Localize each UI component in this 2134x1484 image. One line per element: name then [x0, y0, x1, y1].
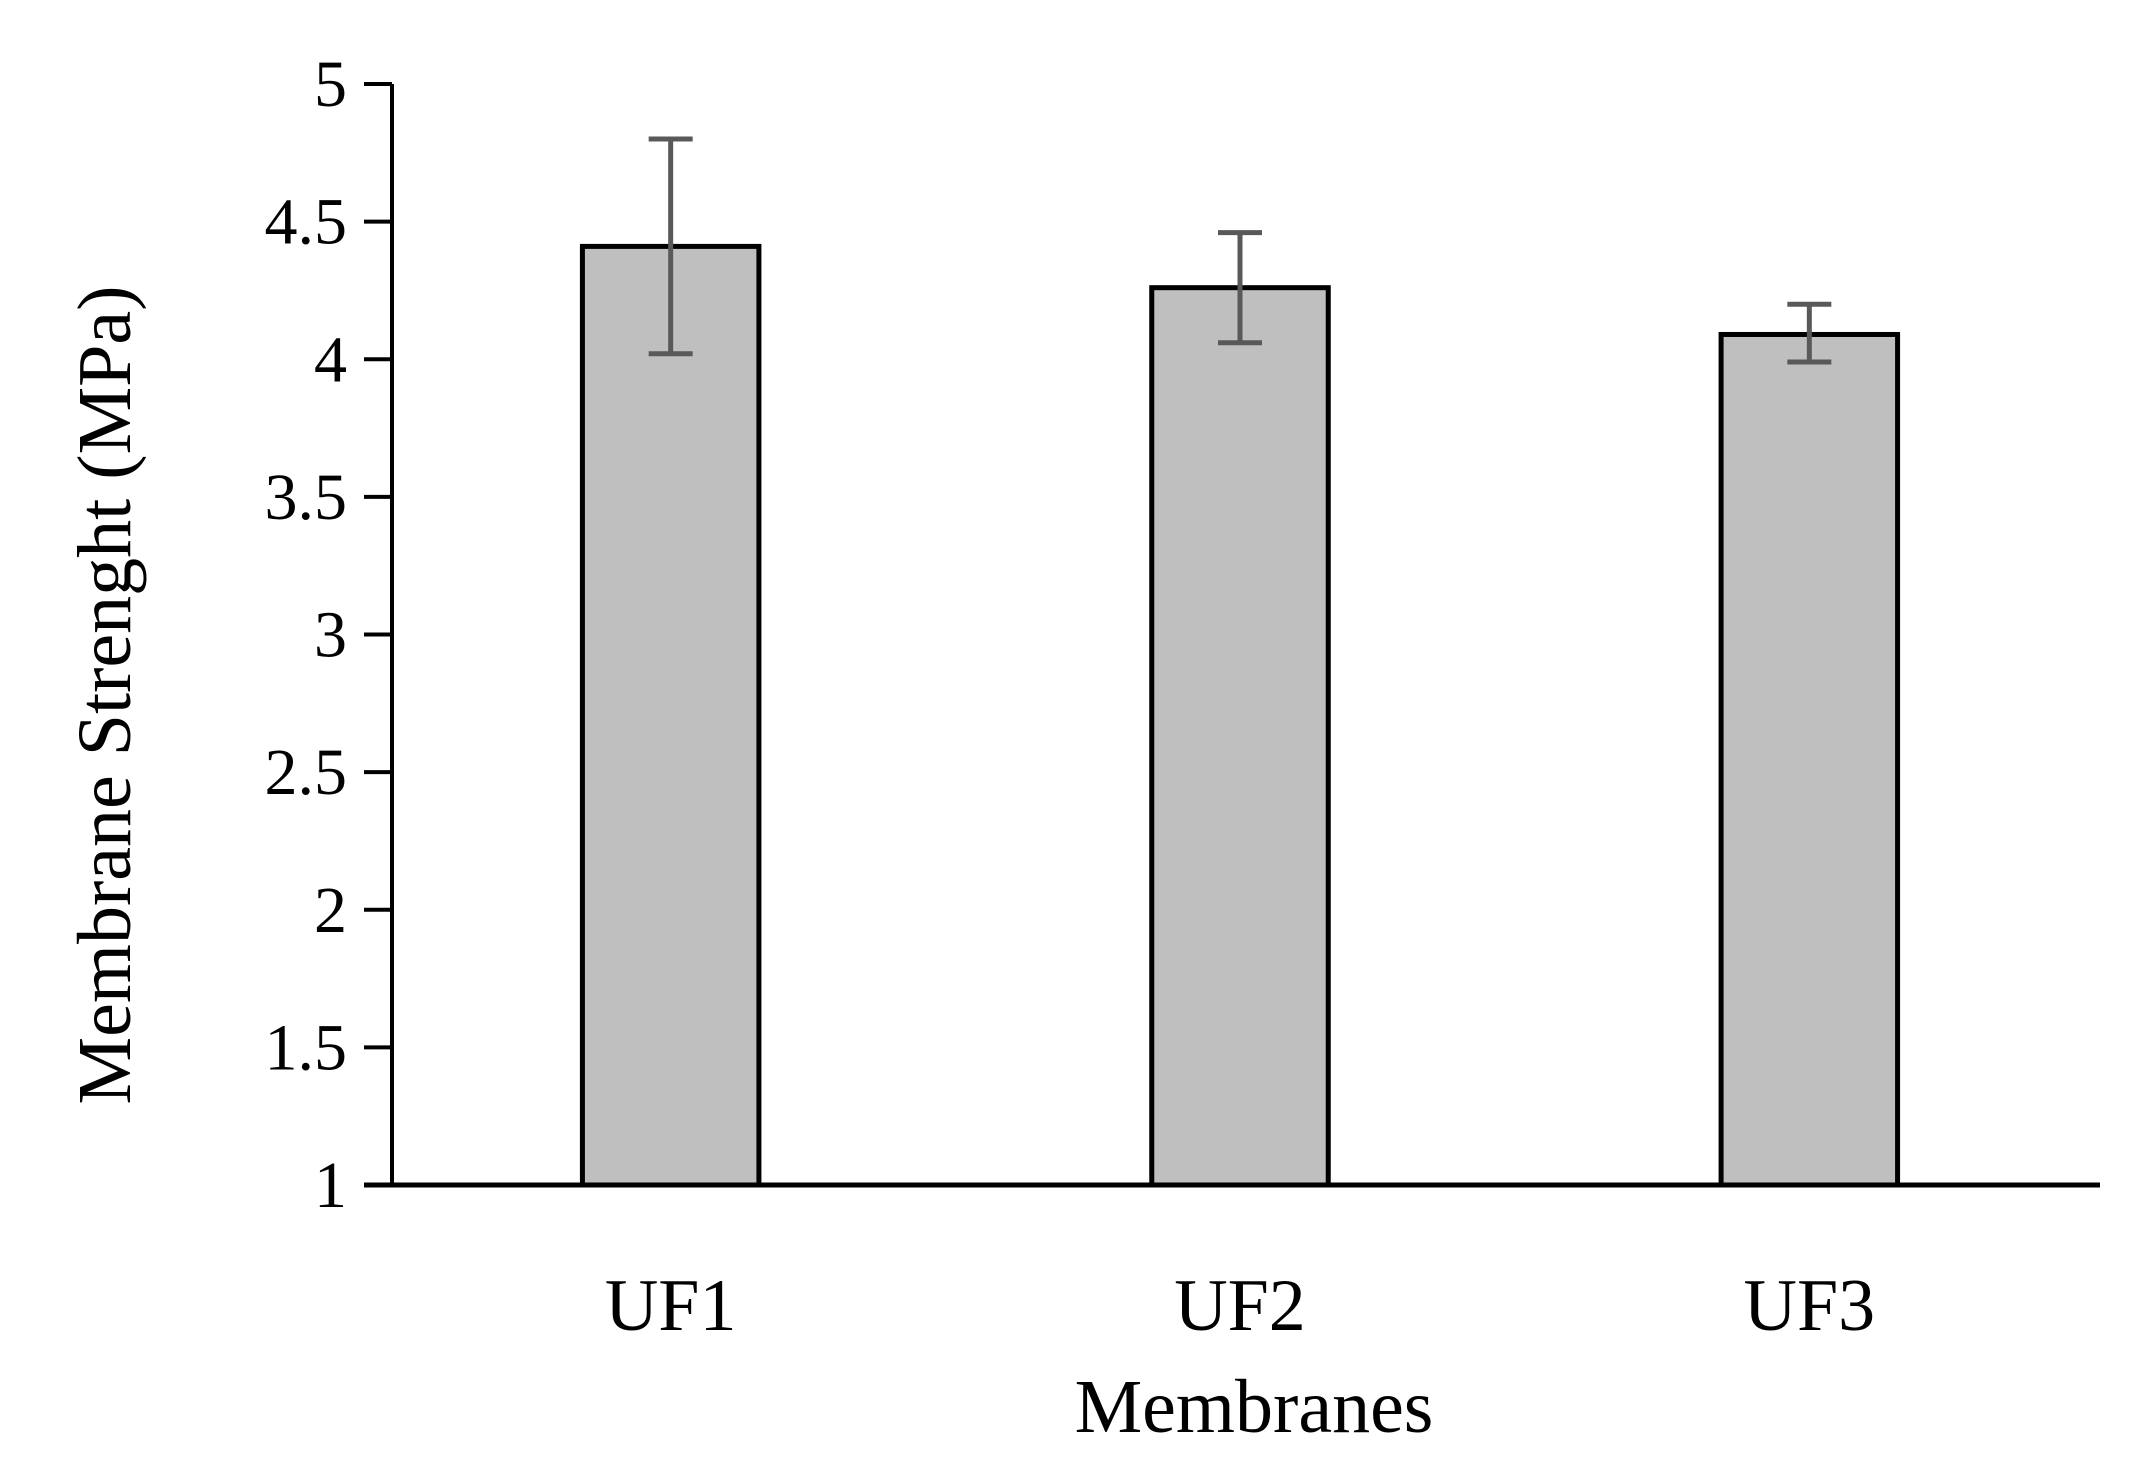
error-bars — [648, 136, 1832, 365]
y-tick-label: 4 — [314, 323, 347, 396]
x-axis: UF1 UF2 UF3 — [364, 1182, 2100, 1347]
x-tick-label: UF3 — [1744, 1265, 1876, 1347]
y-tick-label: 1.5 — [265, 1011, 348, 1084]
bar-uf2 — [1149, 285, 1331, 1188]
y-axis: 1 1.5 2 2.5 3 3.5 4 4.5 5 — [265, 48, 394, 1222]
x-axis-title: Membranes — [1075, 1365, 1434, 1449]
x-tick-label: UF1 — [605, 1265, 737, 1347]
x-tick-label: UF2 — [1174, 1265, 1306, 1347]
y-tick-label: 5 — [314, 48, 347, 121]
y-tick-label: 1 — [314, 1149, 347, 1222]
y-tick-label: 2.5 — [265, 736, 348, 809]
y-tick-label: 3 — [314, 599, 347, 672]
y-tick-label: 3.5 — [265, 461, 348, 534]
bar-uf3 — [1718, 331, 1901, 1188]
y-tick-label: 4.5 — [265, 186, 348, 259]
bars — [579, 243, 1901, 1188]
y-tick-label: 2 — [314, 874, 347, 947]
bar-uf1 — [579, 243, 762, 1188]
y-axis-title: Membrane Strenght (MPa) — [63, 286, 147, 1105]
